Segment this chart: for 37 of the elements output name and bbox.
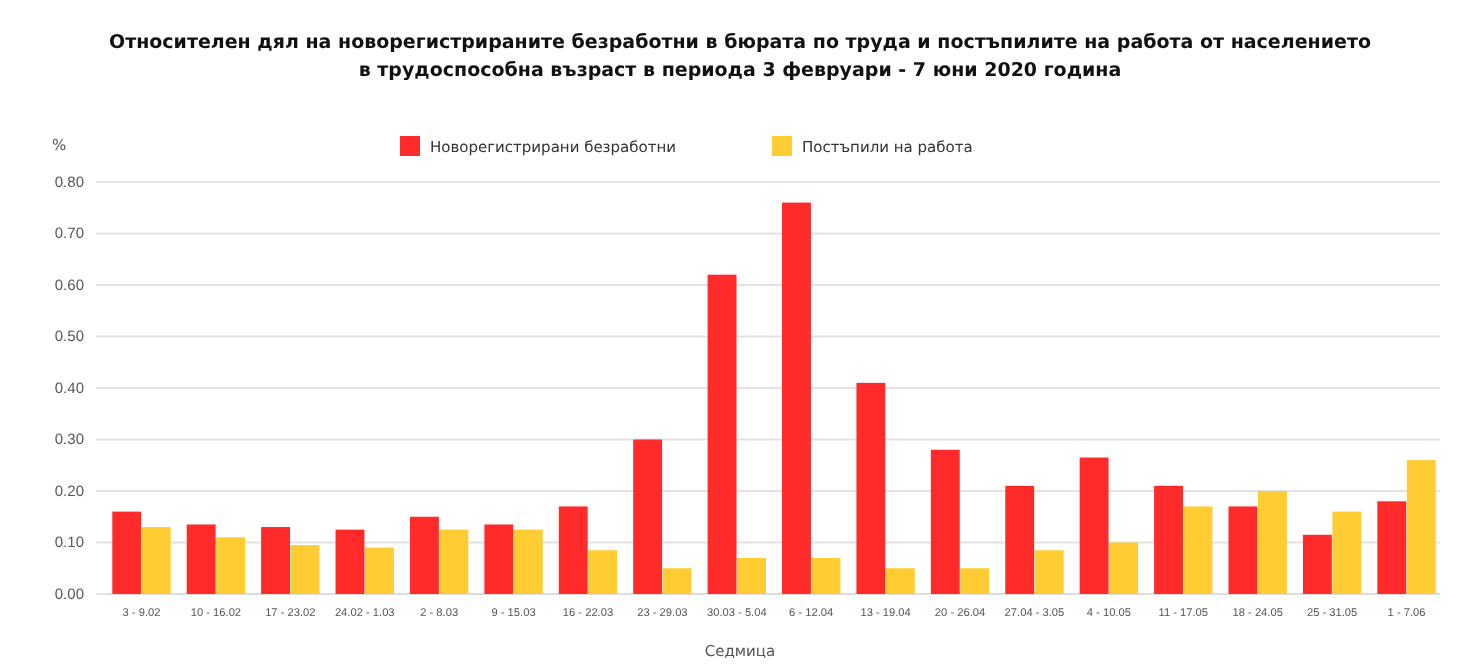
bar (484, 524, 514, 594)
bar (1257, 491, 1287, 594)
bar (141, 527, 171, 594)
bar (1079, 457, 1109, 594)
bar (1154, 485, 1183, 594)
bar (112, 511, 142, 594)
bar (960, 568, 990, 594)
bar (885, 568, 915, 594)
bar (1228, 506, 1258, 594)
bar (633, 439, 663, 594)
bar (1406, 460, 1436, 594)
bar (1183, 506, 1213, 594)
bar (439, 529, 469, 594)
bar (930, 449, 960, 594)
bar (216, 537, 246, 594)
bar (1034, 550, 1064, 594)
bar (856, 382, 886, 594)
bar (662, 568, 692, 594)
bar (186, 524, 216, 594)
chart-title: Относителен дял на новорегистрираните безработни в бюрата по труда и постъпилите на работа от населението в трудоспособна възраст в периода 3 февруари - 7 юни 2020 година (109, 32, 1372, 82)
bar (707, 274, 737, 594)
bar (1377, 501, 1407, 594)
bar (737, 557, 766, 594)
bar (409, 516, 439, 594)
bar (558, 506, 588, 594)
bar (261, 527, 291, 594)
bar (365, 547, 394, 594)
bar (1332, 511, 1362, 594)
bar (1005, 485, 1035, 594)
bar (290, 545, 320, 594)
bar (782, 202, 811, 594)
bar (588, 550, 618, 594)
bar (513, 529, 543, 594)
bar (811, 557, 841, 594)
bar (335, 529, 365, 594)
bar (1302, 534, 1332, 594)
bar (1109, 542, 1139, 594)
